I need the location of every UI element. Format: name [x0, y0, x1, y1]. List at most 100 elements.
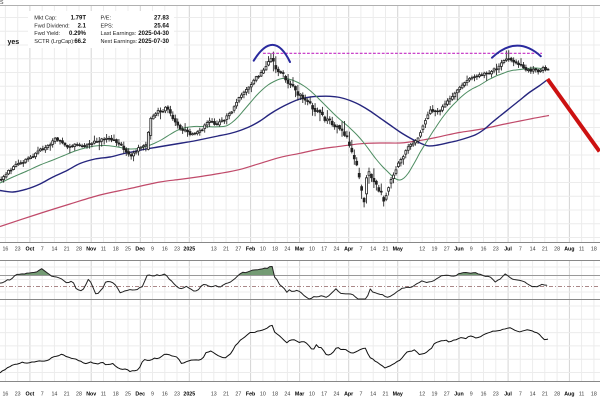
svg-text:2025: 2025: [183, 392, 195, 398]
svg-text:yes: yes: [8, 39, 20, 46]
svg-text:Aug: Aug: [564, 392, 574, 398]
svg-text:7: 7: [519, 392, 522, 398]
svg-text:2025-04-30: 2025-04-30: [138, 31, 169, 37]
svg-text:19: 19: [432, 392, 438, 398]
svg-text:May: May: [393, 246, 403, 252]
svg-text:Aug: Aug: [564, 246, 574, 252]
svg-text:s: s: [0, 0, 4, 6]
svg-text:Apr: Apr: [344, 392, 353, 398]
svg-text:7: 7: [359, 246, 362, 252]
svg-text:Mar: Mar: [295, 392, 304, 398]
svg-text:13: 13: [211, 392, 217, 398]
svg-text:Feb: Feb: [246, 246, 256, 252]
svg-text:25: 25: [125, 392, 131, 398]
svg-text:18: 18: [591, 246, 597, 252]
svg-text:17: 17: [321, 246, 327, 252]
svg-text:Oct: Oct: [25, 392, 34, 398]
svg-text:25: 25: [125, 246, 131, 252]
svg-text:66.2: 66.2: [74, 39, 86, 45]
svg-text:Oct: Oct: [25, 246, 34, 252]
svg-text:23: 23: [15, 246, 21, 252]
svg-text:14: 14: [530, 392, 536, 398]
svg-text:16: 16: [481, 392, 487, 398]
svg-text:14: 14: [370, 392, 376, 398]
svg-text:10: 10: [309, 246, 315, 252]
svg-text:23: 23: [174, 246, 180, 252]
svg-text:18: 18: [113, 246, 119, 252]
svg-text:24: 24: [284, 392, 290, 398]
svg-text:12: 12: [419, 246, 425, 252]
svg-text:Jun: Jun: [454, 392, 463, 398]
svg-text:2025: 2025: [183, 246, 195, 252]
svg-text:Feb: Feb: [246, 392, 256, 398]
svg-text:11: 11: [579, 246, 585, 252]
svg-text:21: 21: [542, 246, 548, 252]
svg-text:21: 21: [223, 246, 229, 252]
svg-text:Last Earnings:: Last Earnings:: [101, 31, 137, 37]
svg-text:27: 27: [444, 392, 450, 398]
svg-text:14: 14: [370, 246, 376, 252]
svg-text:27: 27: [235, 392, 241, 398]
svg-text:SCTR (LrgCap):: SCTR (LrgCap):: [34, 39, 75, 45]
svg-text:27: 27: [235, 246, 241, 252]
svg-text:9: 9: [470, 246, 473, 252]
svg-text:Fwd Yield:: Fwd Yield:: [34, 31, 60, 37]
svg-text:16: 16: [162, 246, 168, 252]
svg-text:Fwd Dividend:: Fwd Dividend:: [34, 23, 70, 29]
svg-text:23: 23: [174, 392, 180, 398]
svg-text:Nov: Nov: [86, 392, 96, 398]
svg-text:24: 24: [333, 246, 339, 252]
svg-text:2.1: 2.1: [78, 23, 87, 29]
svg-text:16: 16: [162, 392, 168, 398]
svg-text:9: 9: [470, 392, 473, 398]
svg-text:7: 7: [359, 392, 362, 398]
svg-text:18: 18: [272, 392, 278, 398]
svg-text:0.29%: 0.29%: [69, 31, 87, 37]
svg-text:24: 24: [333, 392, 339, 398]
svg-text:23: 23: [493, 246, 499, 252]
svg-text:14: 14: [51, 246, 57, 252]
svg-text:18: 18: [272, 246, 278, 252]
svg-text:Mkt Cap:: Mkt Cap:: [34, 16, 57, 22]
svg-text:16: 16: [2, 392, 8, 398]
svg-text:27.83: 27.83: [154, 16, 170, 22]
svg-text:Dec: Dec: [135, 392, 145, 398]
svg-text:Apr: Apr: [344, 246, 353, 252]
svg-text:Nov: Nov: [86, 246, 96, 252]
svg-text:2025-07-30: 2025-07-30: [138, 39, 169, 45]
svg-text:17: 17: [321, 392, 327, 398]
svg-text:27: 27: [444, 246, 450, 252]
svg-text:13: 13: [211, 246, 217, 252]
svg-text:21: 21: [64, 392, 70, 398]
svg-text:Jul: Jul: [504, 246, 512, 252]
svg-text:10: 10: [309, 392, 315, 398]
svg-text:23: 23: [493, 392, 499, 398]
svg-text:11: 11: [579, 392, 585, 398]
svg-text:14: 14: [530, 246, 536, 252]
svg-text:Dec: Dec: [135, 246, 145, 252]
svg-text:Jun: Jun: [454, 246, 463, 252]
svg-text:23: 23: [15, 392, 21, 398]
svg-text:11: 11: [101, 392, 107, 398]
svg-text:Mar: Mar: [295, 246, 304, 252]
svg-text:24: 24: [284, 246, 290, 252]
svg-text:10: 10: [260, 392, 266, 398]
svg-text:12: 12: [419, 392, 425, 398]
svg-text:19: 19: [432, 246, 438, 252]
svg-text:21: 21: [383, 246, 389, 252]
svg-text:1.79T: 1.79T: [71, 16, 87, 22]
svg-text:28: 28: [76, 392, 82, 398]
svg-text:16: 16: [2, 246, 8, 252]
svg-text:EPS:: EPS:: [101, 23, 114, 29]
svg-text:14: 14: [51, 392, 57, 398]
svg-text:7: 7: [41, 246, 44, 252]
svg-text:11: 11: [101, 246, 107, 252]
svg-text:Jul: Jul: [504, 392, 512, 398]
svg-text:10: 10: [260, 246, 266, 252]
svg-text:7: 7: [519, 246, 522, 252]
svg-text:P/E:: P/E:: [101, 16, 112, 22]
svg-text:28: 28: [76, 246, 82, 252]
svg-text:18: 18: [591, 392, 597, 398]
svg-text:16: 16: [481, 246, 487, 252]
svg-text:28: 28: [554, 246, 560, 252]
